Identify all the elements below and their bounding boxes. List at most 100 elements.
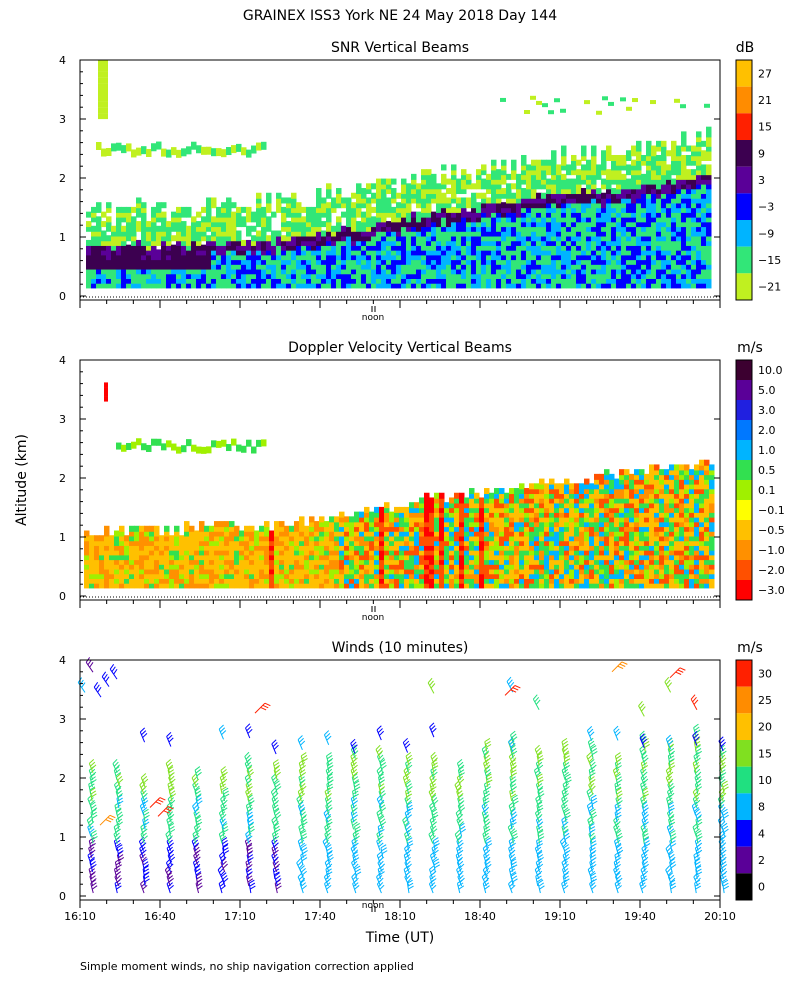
snr-cell [126,221,132,228]
doppler-cell [89,563,95,570]
snr-cell [491,188,497,195]
doppler-cell [679,464,685,471]
snr-cell [576,202,582,209]
snr-cell [151,143,157,152]
doppler-cell [159,568,165,575]
snr-cell [531,164,537,171]
doppler-cell [439,516,445,523]
snr-cell [356,202,362,209]
doppler-cell [334,577,340,584]
doppler-cell [579,539,585,546]
snr-cell [611,211,617,218]
doppler-cell [599,544,605,551]
doppler-cell [329,544,335,551]
doppler-cell [289,535,295,542]
doppler-cell [104,530,110,537]
snr-cell [706,136,712,143]
doppler-cell [244,525,250,532]
snr-cell [556,169,562,176]
doppler-cell [244,572,250,579]
doppler-cell [644,506,650,513]
doppler-cell [289,577,295,584]
snr-cell [706,221,712,228]
snr-cell [111,235,117,242]
snr-cell [276,282,282,289]
doppler-cell [549,558,555,565]
snr-cell [311,282,317,289]
doppler-cell [429,554,435,561]
snr-cell [226,225,232,232]
doppler-cell [634,483,640,490]
snr-cell [611,164,617,171]
snr-cell [346,202,352,209]
doppler-cell [314,582,320,589]
snr-cell [461,272,467,279]
snr-cell [586,192,592,199]
snr-cell [661,183,667,190]
doppler-cell [399,506,405,513]
snr-cell [426,277,432,284]
doppler-cell [319,563,325,570]
snr-cell [601,202,607,209]
doppler-cell [599,497,605,504]
doppler-cell [444,563,450,570]
doppler-cell [314,530,320,537]
doppler-cell [339,558,345,565]
snr-cell [421,225,427,232]
doppler-cell [89,549,95,556]
snr-cell [451,164,457,171]
doppler-cell [659,497,665,504]
snr-cell [361,282,367,289]
doppler-cell [414,539,420,546]
doppler-cell [189,549,195,556]
doppler-cell [474,516,480,523]
doppler-cell [359,577,365,584]
doppler-cell [364,554,370,561]
doppler-cell [279,572,285,579]
snr-cell [226,254,232,261]
snr-cell [461,202,467,209]
doppler-cell [489,506,495,513]
snr-cell [561,192,567,199]
snr-cell [101,235,107,242]
snr-cell [121,258,127,265]
snr-cell [441,263,447,270]
snr-cell [601,225,607,232]
doppler-cell [634,469,640,476]
snr-cell [706,249,712,256]
snr-cell [681,282,687,289]
snr-cell [681,216,687,223]
snr-cell [276,239,282,246]
snr-cell [96,258,102,265]
snr-cell [466,254,472,261]
snr-cell [646,216,652,223]
doppler-cell [259,530,265,537]
doppler-cell [684,502,690,509]
doppler-cell [519,568,525,575]
doppler-cell [189,558,195,565]
doppler-cell [524,563,530,570]
doppler-cell [274,577,280,584]
snr-cell [626,249,632,256]
snr-cell [531,268,537,275]
snr-cell [376,249,382,256]
doppler-cell [324,535,330,542]
snr-cell [616,268,622,275]
doppler-cell [659,568,665,575]
snr-cell [621,154,627,161]
snr-cell [451,216,457,223]
snr-cell [196,268,202,275]
doppler-cell [524,492,530,499]
snr-cell [346,216,352,223]
snr-cell [671,206,677,213]
snr-cell [286,235,292,242]
snr-cell [596,254,602,261]
snr-cell [326,202,332,209]
doppler-cell [399,521,405,528]
doppler-cell [539,521,545,528]
doppler-cell [534,502,540,509]
snr-cell [516,272,522,279]
snr-cell [641,254,647,261]
snr-cell [121,254,127,261]
doppler-cell [334,554,340,561]
